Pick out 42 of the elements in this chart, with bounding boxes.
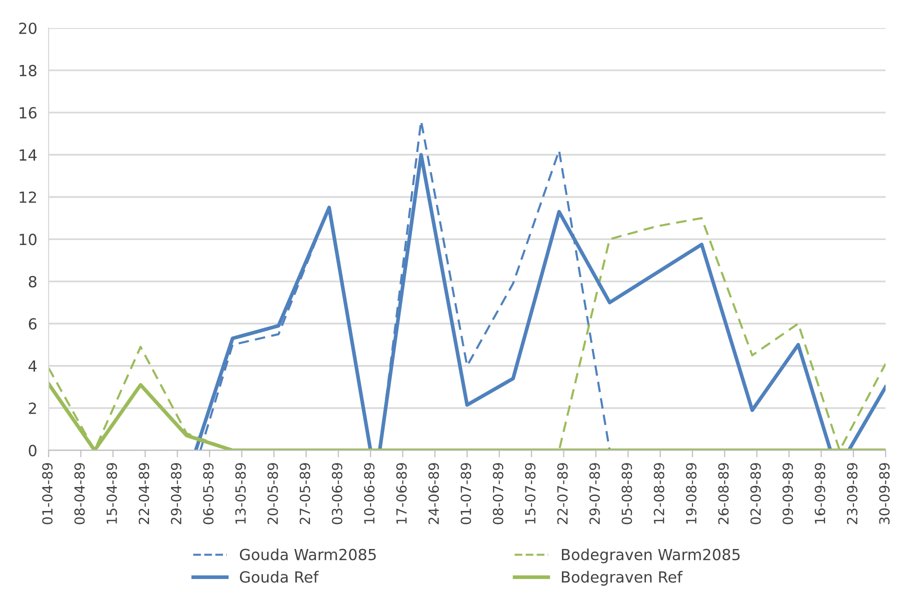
x-tick-label: 05-08-89 (622, 463, 632, 524)
x-tick-label: 23-09-89 (846, 463, 858, 524)
x-tick-label: 13-05-89 (235, 463, 246, 524)
x-tick-label: 08-04-89 (74, 463, 85, 524)
x-tick-label: 29-04-89 (170, 463, 182, 524)
y-tick-label: 6 (28, 318, 37, 330)
y-tick-label: 0 (28, 444, 36, 456)
x-tick-label: 12-08-89 (654, 463, 664, 524)
legend-label: Bodegraven Ref (562, 570, 683, 586)
y-tick-label: 16 (20, 107, 37, 119)
x-tick-label: 17-06-89 (396, 463, 407, 524)
y-tick-label: 14 (20, 149, 37, 161)
x-tick-label: 26-08-89 (718, 463, 729, 524)
x-tick-label: 15-07-89 (525, 463, 536, 524)
x-tick-label: 30-09-89 (879, 463, 890, 524)
y-tick-label: 20 (19, 22, 36, 34)
x-tick-label: 16-09-89 (814, 463, 826, 524)
x-tick-label: 09-09-89 (782, 463, 794, 524)
x-tick-label: 24-06-89 (428, 463, 439, 524)
x-tick-label: 29-07-89 (589, 463, 600, 524)
legend-label: Gouda Ref (240, 570, 319, 583)
y-tick-label: 8 (28, 276, 36, 288)
x-tick-label: 01-07-89 (460, 463, 472, 524)
x-tick-label: 15-04-89 (106, 463, 118, 524)
x-tick-label: 10-06-89 (364, 463, 375, 524)
y-tick-label: 4 (28, 360, 37, 372)
x-tick-label: 19-08-89 (686, 463, 696, 524)
x-tick-label: 02-09-89 (750, 463, 761, 524)
legend-label: Bodegraven Warm2085 (562, 548, 740, 564)
x-tick-label: 22-04-89 (138, 463, 150, 524)
x-tick-label: 27-05-89 (300, 463, 310, 524)
y-tick-label: 10 (20, 234, 36, 246)
y-tick-label: 12 (20, 191, 36, 203)
x-tick-label: 22-07-89 (557, 463, 568, 524)
x-tick-label: 03-06-89 (332, 463, 342, 524)
y-tick-label: 2 (28, 402, 36, 414)
x-tick-label: 01-04-89 (42, 463, 53, 524)
x-tick-label: 20-05-89 (267, 463, 278, 524)
x-tick-label: 08-07-89 (492, 463, 504, 524)
legend-label: Gouda Warm2085 (240, 548, 376, 560)
x-tick-label: 06-05-89 (203, 463, 214, 524)
y-tick-label: 18 (20, 64, 36, 76)
